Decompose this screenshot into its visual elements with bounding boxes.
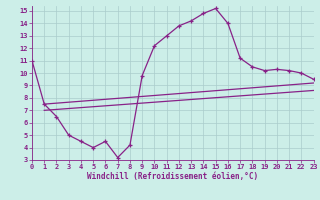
X-axis label: Windchill (Refroidissement éolien,°C): Windchill (Refroidissement éolien,°C) xyxy=(87,172,258,181)
